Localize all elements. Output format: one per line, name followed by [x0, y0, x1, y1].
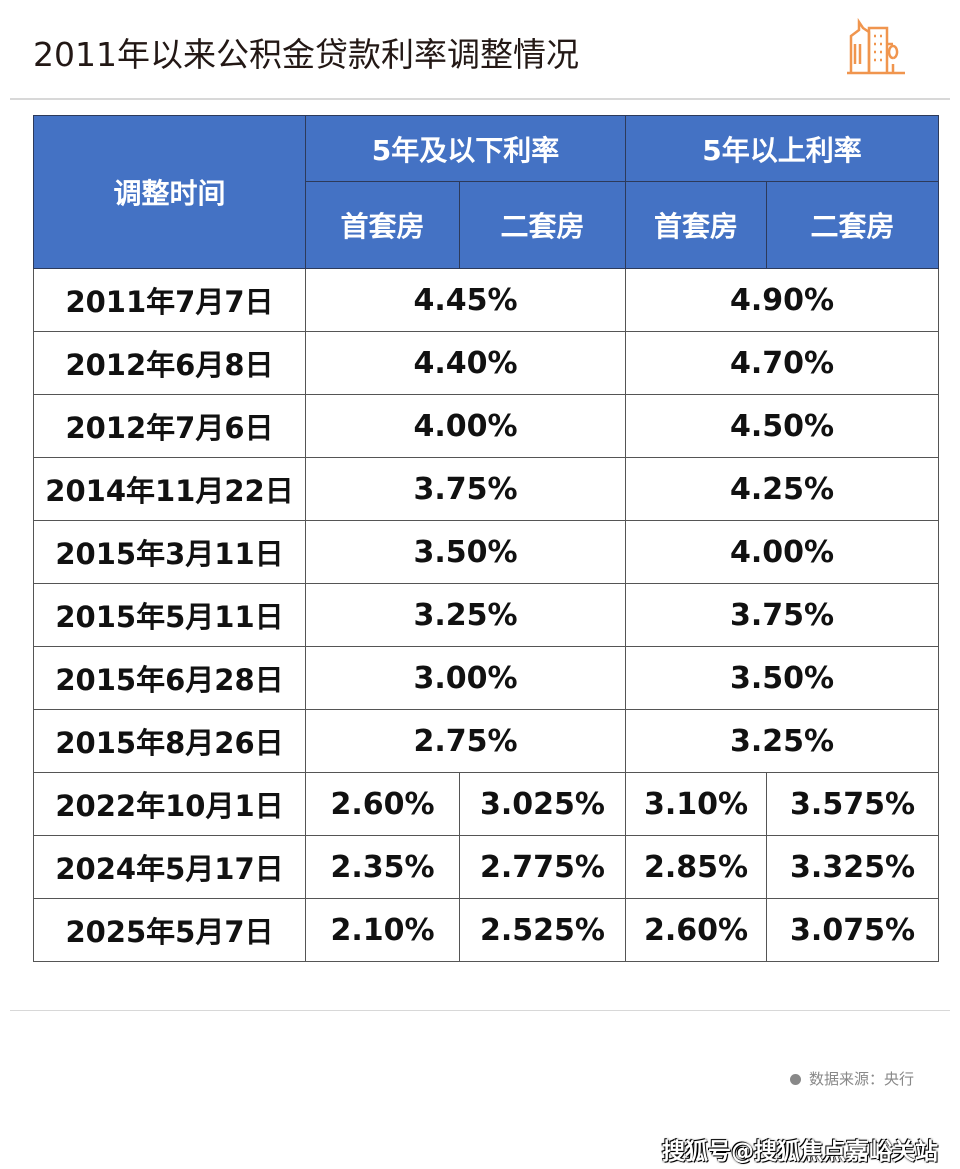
header-time: 调整时间 [33, 115, 306, 269]
date-cell: 2015年6月28日 [33, 646, 306, 710]
header-short-first: 首套房 [305, 181, 460, 269]
table-row: 2015年5月11日 3.25% 3.75% [33, 583, 940, 647]
date-cell: 2022年10月1日 [33, 772, 306, 836]
date-cell: 2012年7月6日 [33, 394, 306, 458]
rate-cell: 4.70% [625, 331, 940, 395]
rate-cell: 4.45% [304, 268, 627, 332]
rate-cell: 3.50% [304, 520, 627, 584]
rate-cell: 4.00% [625, 520, 940, 584]
rate-cell: 4.00% [304, 394, 627, 458]
date-cell: 2011年7月7日 [33, 268, 306, 332]
table-row: 2024年5月17日 2.35% 2.775% 2.85% 3.325% [33, 835, 940, 899]
watermark: 搜狐号@搜狐焦点嘉峪关站 [662, 1139, 938, 1165]
divider [10, 1010, 950, 1011]
rate-cell: 3.50% [625, 646, 940, 710]
table-row: 2015年6月28日 3.00% 3.50% [33, 646, 940, 710]
rate-cell: 2.85% [625, 835, 768, 899]
rate-table: 调整时间 5年及以下利率 5年以上利率 首套房 二套房 首套房 二套房 2011… [33, 115, 940, 962]
source-text: 数据来源：央行 [808, 1070, 914, 1088]
rate-cell: 4.90% [625, 268, 940, 332]
header-long-first: 首套房 [625, 181, 768, 269]
rate-cell: 2.60% [625, 898, 768, 962]
table-row: 2015年8月26日 2.75% 3.25% [33, 709, 940, 773]
rate-cell: 3.75% [304, 457, 627, 521]
source-note: 数据来源：央行 [789, 1068, 914, 1089]
rate-cell: 3.00% [304, 646, 627, 710]
rate-cell: 3.75% [625, 583, 940, 647]
rate-cell: 3.25% [625, 709, 940, 773]
table-row: 2025年5月7日 2.10% 2.525% 2.60% 3.075% [33, 898, 940, 962]
table-row: 2012年7月6日 4.00% 4.50% [33, 394, 940, 458]
date-cell: 2025年5月7日 [33, 898, 306, 962]
header-short-second: 二套房 [458, 181, 627, 269]
bullet-icon [789, 1074, 801, 1085]
date-cell: 2015年5月11日 [33, 583, 306, 647]
rate-cell: 3.25% [304, 583, 627, 647]
page-title: 2011年以来公积金贷款利率调整情况 [33, 35, 579, 74]
divider [10, 98, 950, 100]
rate-cell: 2.10% [305, 898, 460, 962]
rate-cell: 2.525% [458, 898, 627, 962]
header-long-term: 5年以上利率 [625, 115, 940, 182]
date-cell: 2014年11月22日 [33, 457, 306, 521]
table-row: 2014年11月22日 3.75% 4.25% [33, 457, 940, 521]
header-short-term: 5年及以下利率 [304, 115, 627, 182]
header-long-second: 二套房 [766, 181, 940, 269]
table-row: 2012年6月8日 4.40% 4.70% [33, 331, 940, 395]
table-row: 2011年7月7日 4.45% 4.90% [33, 268, 940, 332]
rate-cell: 2.35% [305, 835, 460, 899]
date-cell: 2015年8月26日 [33, 709, 306, 773]
table-row: 2015年3月11日 3.50% 4.00% [33, 520, 940, 584]
rate-cell: 2.775% [458, 835, 627, 899]
date-cell: 2012年6月8日 [33, 331, 306, 395]
rate-cell: 3.325% [766, 835, 940, 899]
rate-cell: 4.25% [625, 457, 940, 521]
date-cell: 2015年3月11日 [33, 520, 306, 584]
rate-cell: 3.025% [458, 772, 627, 836]
rate-cell: 3.10% [625, 772, 768, 836]
rate-cell: 3.075% [766, 898, 940, 962]
buildings-icon [847, 17, 905, 75]
rate-cell: 3.575% [766, 772, 940, 836]
rate-cell: 2.60% [305, 772, 460, 836]
table-row: 2022年10月1日 2.60% 3.025% 3.10% 3.575% [33, 772, 940, 836]
rate-cell: 2.75% [304, 709, 627, 773]
rate-cell: 4.50% [625, 394, 940, 458]
rate-cell: 4.40% [304, 331, 627, 395]
date-cell: 2024年5月17日 [33, 835, 306, 899]
